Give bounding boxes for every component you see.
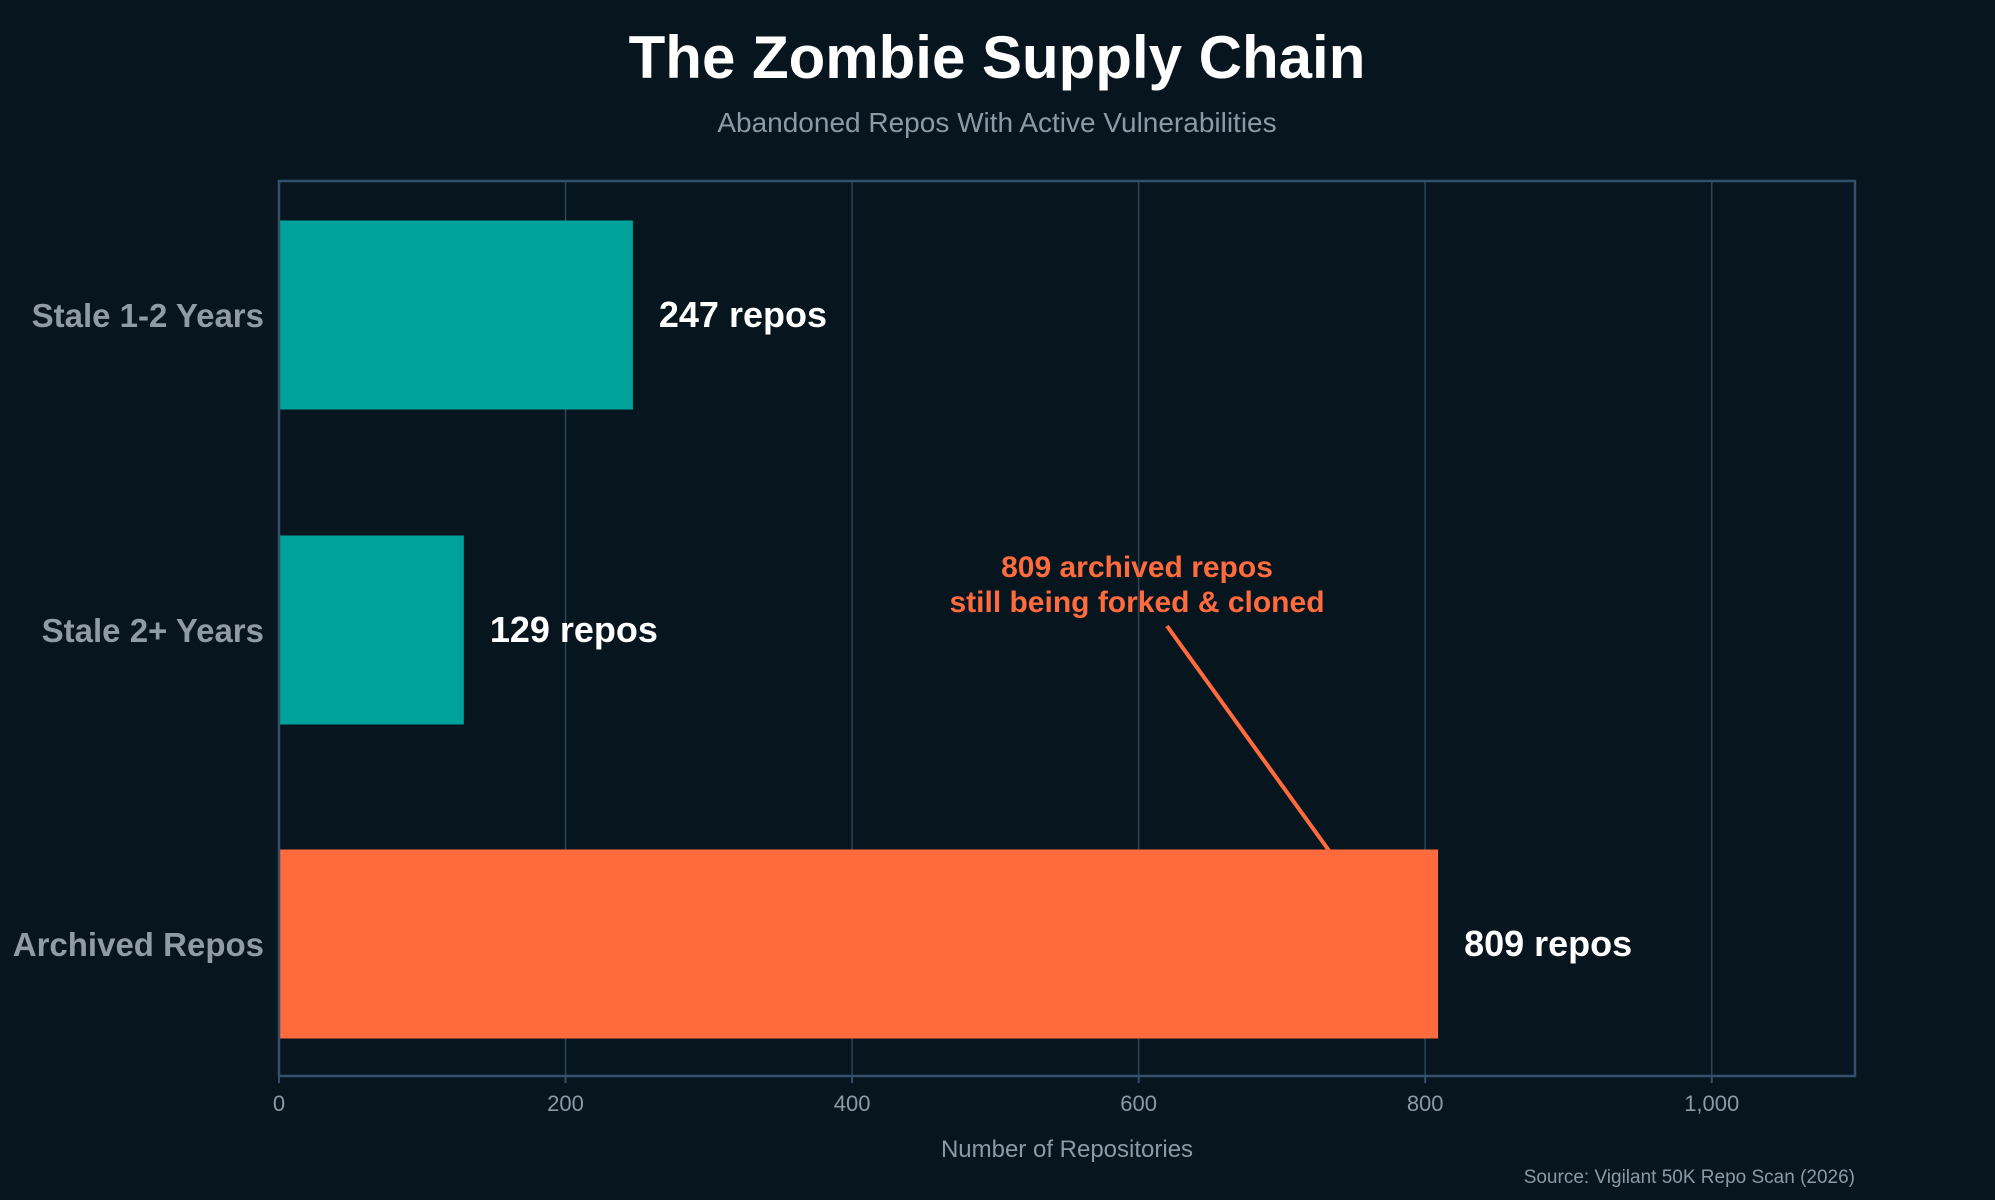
x-axis-label: Number of Repositories: [941, 1136, 1193, 1163]
annotation-line-1: 809 archived repos: [1001, 551, 1273, 584]
data-label: 247 repos: [659, 294, 827, 335]
x-tick-label: 800: [1407, 1091, 1444, 1116]
x-tick-label: 200: [547, 1091, 584, 1116]
y-category-label: Archived Repos: [13, 926, 264, 963]
bar: [279, 849, 1439, 1039]
y-category-label: Stale 2+ Years: [42, 612, 264, 649]
x-tick-label: 600: [1120, 1091, 1157, 1116]
source-note: Source: Vigilant 50K Repo Scan (2026): [1524, 1167, 1855, 1188]
annotation-line-2: still being forked & cloned: [949, 586, 1324, 619]
x-tick-label: 1,000: [1684, 1091, 1739, 1116]
chart-title: The Zombie Supply Chain: [629, 24, 1366, 91]
data-label: 809 repos: [1464, 923, 1632, 964]
y-category-label: Stale 1-2 Years: [32, 297, 264, 334]
x-tick-label: 0: [273, 1091, 285, 1116]
x-tick-label: 400: [834, 1091, 871, 1116]
chart-subtitle: Abandoned Repos With Active Vulnerabilit…: [717, 107, 1276, 138]
bar: [279, 535, 464, 725]
data-label: 129 repos: [490, 609, 658, 650]
annotation-arrow: [1165, 624, 1332, 854]
plot-frame: [277, 179, 1857, 1078]
bar: [279, 220, 633, 410]
